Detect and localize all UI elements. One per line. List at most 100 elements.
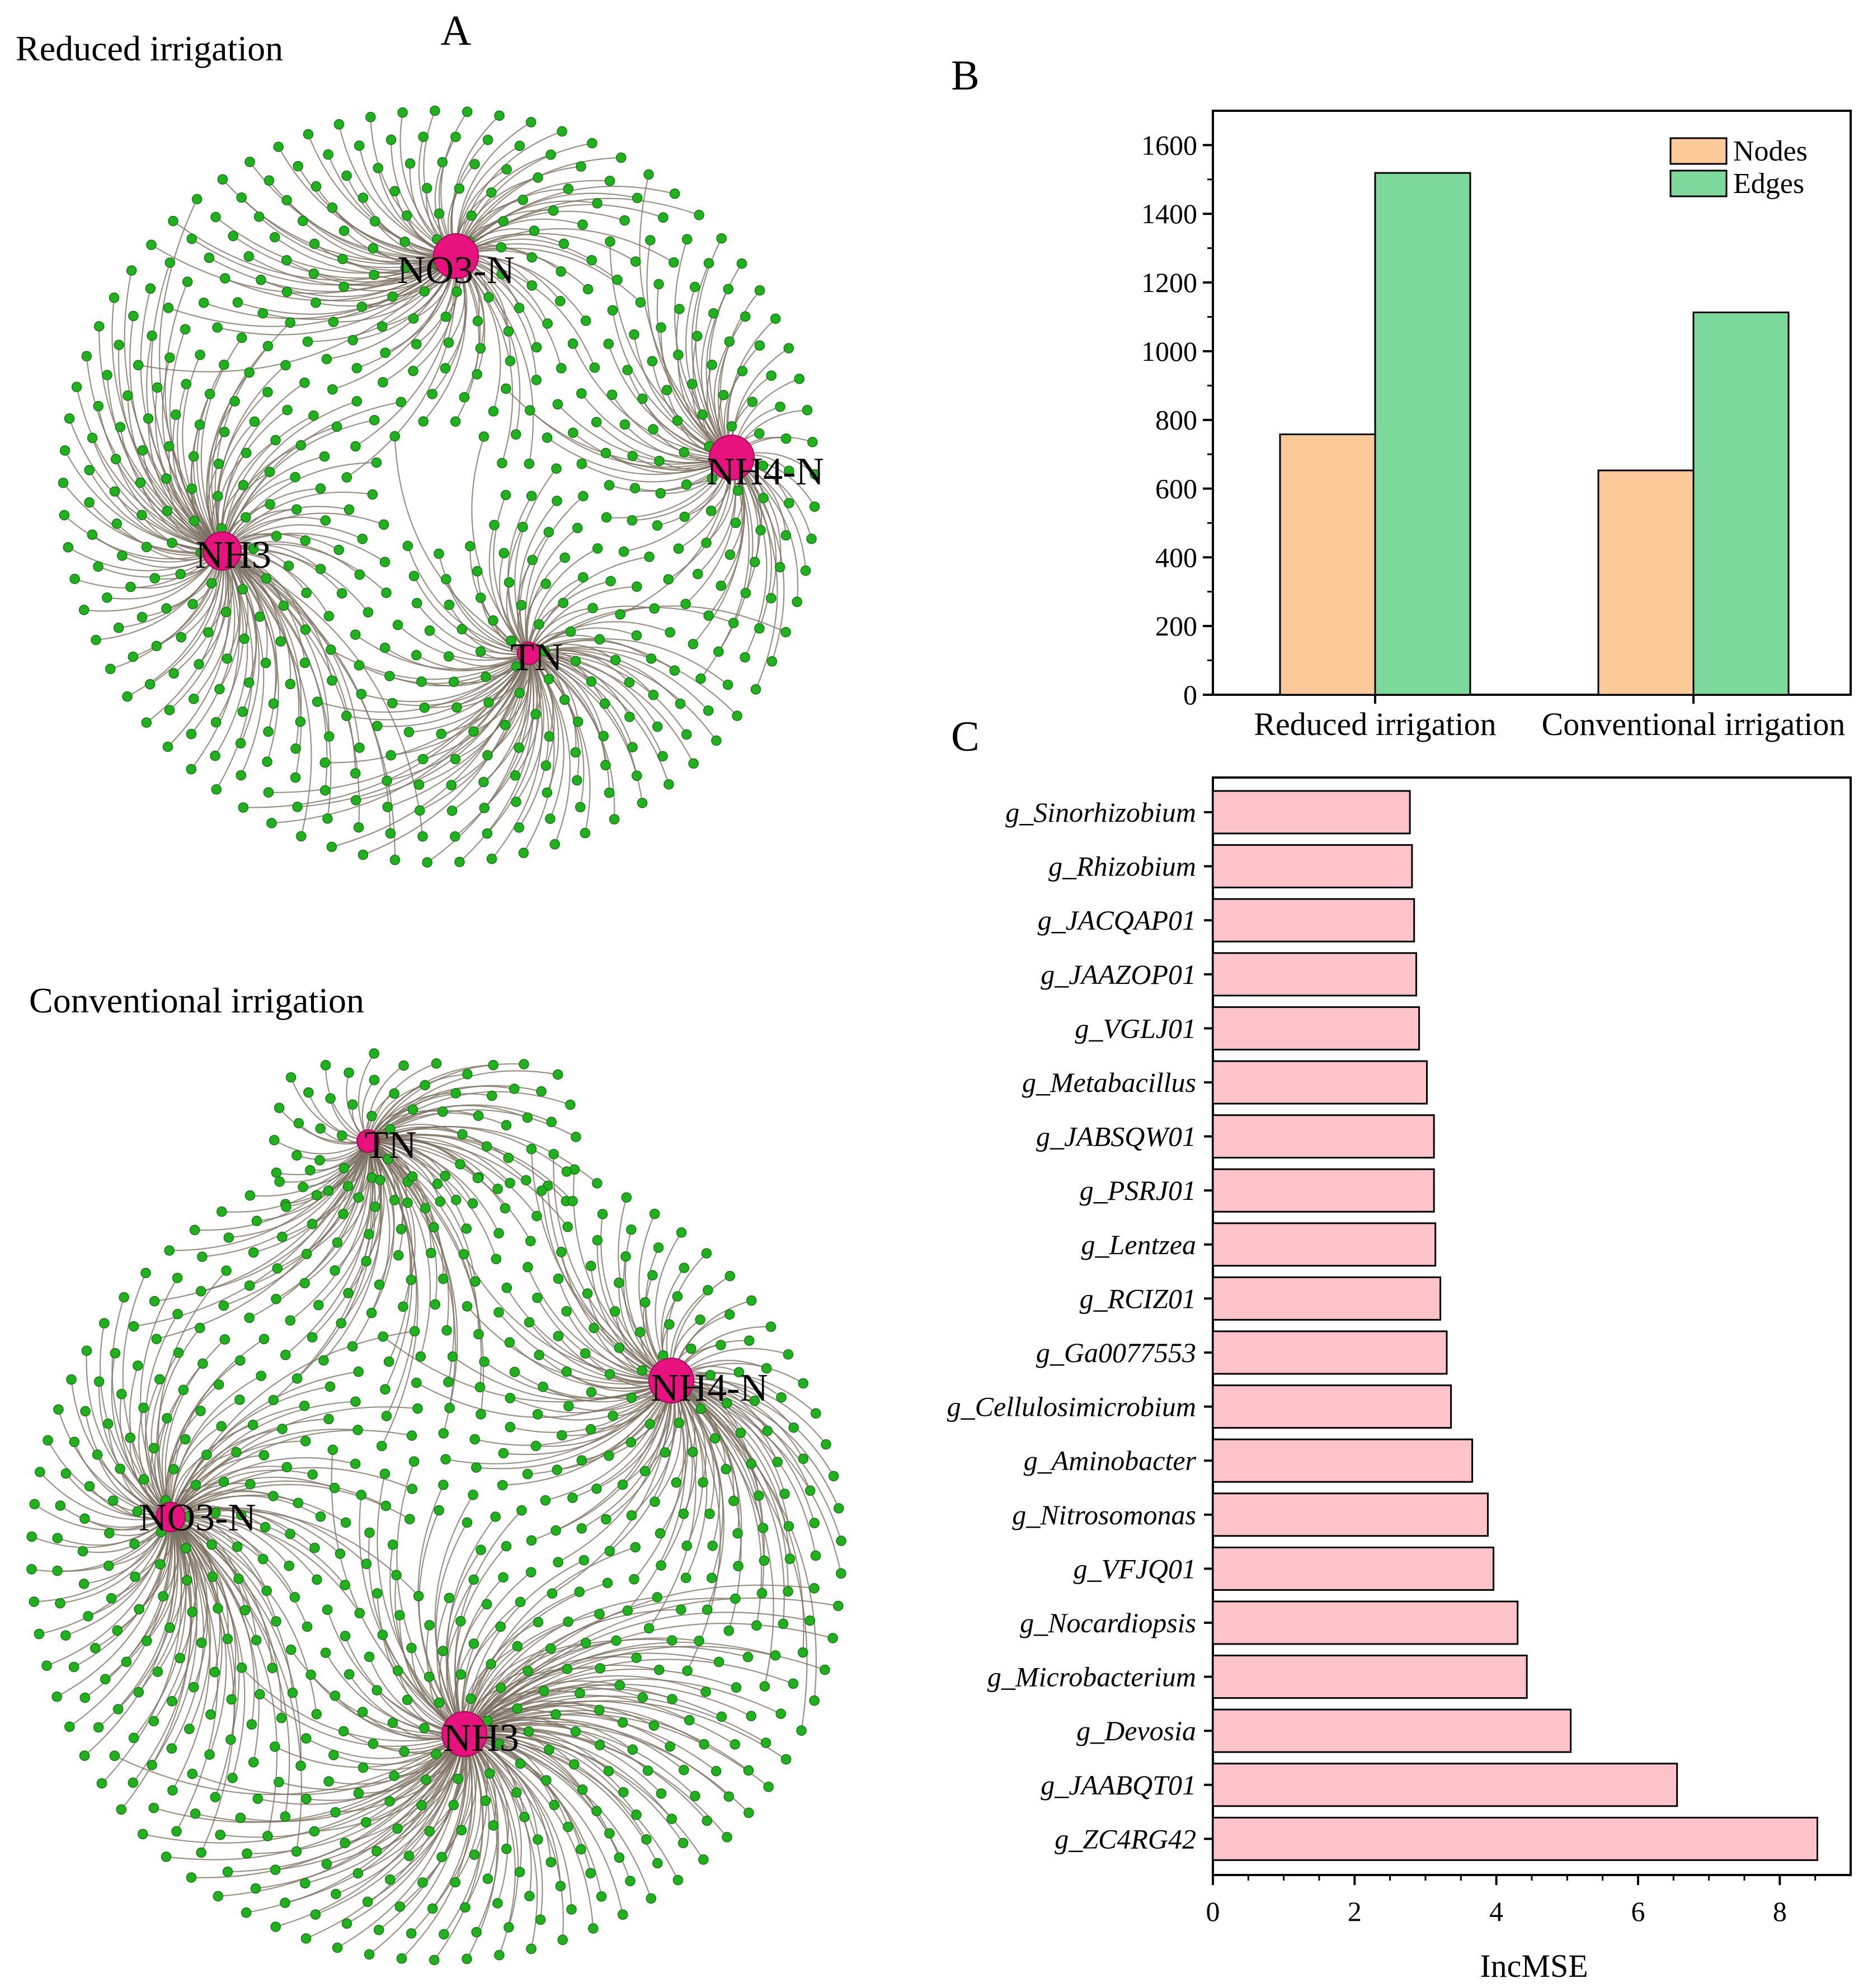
network-edge: [222, 533, 385, 563]
network-node: [434, 548, 444, 559]
network-edge: [464, 1678, 782, 1735]
network-node: [680, 1572, 691, 1584]
network-edge: [169, 550, 227, 711]
network-node: [545, 1857, 556, 1868]
network-edge: [368, 1134, 573, 1202]
network-node: [512, 1703, 523, 1714]
network-edge: [445, 579, 529, 654]
network-node: [298, 1181, 308, 1193]
network-node: [350, 795, 361, 805]
network-node: [238, 480, 249, 491]
network-node: [237, 584, 248, 595]
network-node: [252, 1793, 264, 1804]
network-node: [519, 1812, 530, 1822]
network-node: [672, 1874, 684, 1886]
network-node: [352, 1425, 363, 1435]
network-node: [274, 1777, 284, 1788]
network-node: [357, 1762, 369, 1773]
network-node: [256, 275, 266, 285]
network-node: [290, 772, 301, 783]
network-node: [540, 760, 552, 771]
network-node: [354, 742, 365, 753]
network-node: [600, 760, 611, 771]
network-edge: [304, 1141, 370, 1284]
network-node: [594, 1740, 605, 1750]
network-edge: [488, 525, 529, 654]
network-node: [223, 1232, 234, 1243]
network-node: [677, 1838, 689, 1849]
network-node: [722, 679, 733, 690]
network-node: [563, 1821, 573, 1832]
network-node: [527, 554, 538, 566]
network-node: [448, 676, 459, 687]
network-node: [301, 1733, 312, 1744]
network-node: [726, 421, 737, 432]
network-edge: [307, 256, 457, 342]
network-node: [363, 607, 374, 618]
network-node: [413, 779, 425, 790]
network-node: [323, 1776, 334, 1787]
network-edge: [464, 1637, 699, 1735]
network-node: [754, 1490, 764, 1501]
network-edge: [170, 1375, 262, 1518]
network-node: [568, 427, 578, 438]
network-node: [444, 599, 455, 610]
network-edge: [464, 1733, 572, 1910]
network-node: [665, 1741, 675, 1752]
network-node: [26, 1531, 37, 1542]
network-node: [450, 831, 460, 842]
network-node: [145, 283, 156, 294]
network-node: [744, 1335, 755, 1346]
network-node: [531, 375, 542, 385]
network-edge: [57, 1516, 172, 1698]
network-node: [821, 1439, 831, 1450]
network-node: [403, 727, 415, 737]
network-node: [514, 1867, 525, 1877]
network-edge: [620, 457, 733, 615]
network-node: [268, 1491, 279, 1501]
network-node: [646, 1893, 656, 1904]
network-node: [406, 1928, 417, 1939]
network-edge: [487, 653, 538, 834]
network-node: [222, 653, 233, 664]
network-edge: [233, 235, 457, 279]
network-node: [469, 159, 480, 169]
network-node: [705, 1369, 716, 1381]
bar-g-vglj01: [1212, 1006, 1420, 1050]
network-edge: [346, 653, 529, 720]
network-node: [774, 562, 785, 573]
network-node: [498, 1572, 509, 1583]
network-node: [351, 362, 363, 374]
network-edge: [149, 550, 223, 685]
network-edge: [464, 1646, 825, 1735]
network-edge: [368, 1141, 479, 1335]
network-node: [378, 1331, 388, 1342]
network-node: [119, 1292, 129, 1303]
network-node: [656, 1560, 666, 1571]
network-node: [643, 169, 654, 180]
network-node: [475, 343, 486, 354]
network-node: [126, 265, 137, 276]
network-node: [688, 639, 699, 649]
network-node: [161, 473, 172, 484]
network-node: [471, 1926, 482, 1938]
network-edge: [528, 646, 738, 717]
network-node: [479, 1356, 490, 1367]
network-node: [757, 1523, 769, 1533]
network-node: [709, 1433, 721, 1444]
network-reduced-title: Reduced irrigation: [16, 29, 283, 68]
genus-label: g_Ga0077553: [1036, 1337, 1196, 1368]
network-edge: [140, 1278, 178, 1518]
network-node: [457, 624, 467, 635]
network-edge: [222, 550, 312, 837]
network-node: [498, 548, 510, 559]
network-edge: [455, 143, 592, 257]
network-node: [53, 1404, 64, 1415]
network-node: [625, 1876, 636, 1887]
network-node: [539, 1685, 549, 1697]
network-node: [802, 404, 813, 416]
network-node: [652, 721, 663, 732]
network-edge: [70, 1379, 171, 1518]
network-node: [419, 286, 430, 297]
network-node: [482, 828, 493, 839]
